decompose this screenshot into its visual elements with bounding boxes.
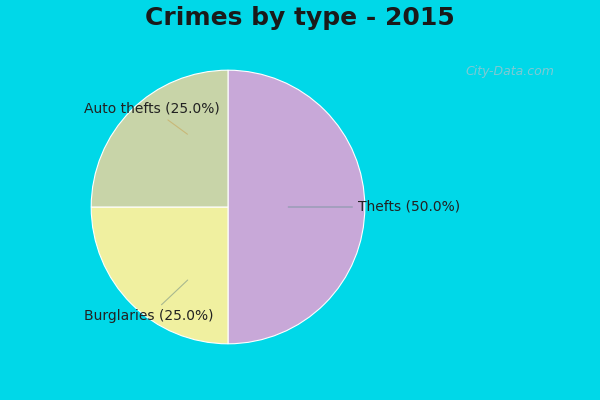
Text: Crimes by type - 2015: Crimes by type - 2015 xyxy=(145,6,455,30)
Wedge shape xyxy=(228,70,365,344)
Text: City-Data.com: City-Data.com xyxy=(466,66,554,78)
Text: Thefts (50.0%): Thefts (50.0%) xyxy=(288,200,460,214)
Wedge shape xyxy=(91,70,228,207)
Wedge shape xyxy=(91,207,228,344)
Text: Auto thefts (25.0%): Auto thefts (25.0%) xyxy=(85,102,220,134)
Text: Burglaries (25.0%): Burglaries (25.0%) xyxy=(85,280,214,324)
